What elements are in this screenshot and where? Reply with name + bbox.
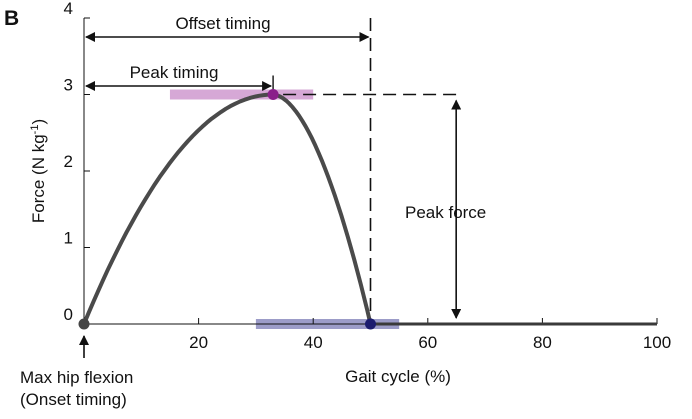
x-tick-label-60: 60 [418,333,437,352]
x-tick-label-80: 80 [533,333,552,352]
x-tick-label-20: 20 [189,333,208,352]
peak-timing-range [169,89,314,100]
y-axis-title: Force (N kg-1) [29,119,48,223]
y-axis-title-main: Force (N kg [29,134,48,223]
offset-timing-label: Offset timing [175,14,270,33]
y-tick-label-0: 0 [64,305,73,324]
offset-point [365,318,376,330]
y-axis-title-sup: -1 [29,125,41,135]
force-curve [82,92,373,325]
y-tick-label-3: 3 [64,76,73,95]
y-tick-label-1: 1 [64,229,73,248]
onset-label-line2: (Onset timing) [20,390,127,409]
x-axis-title: Gait cycle (%) [345,367,451,386]
x-tick-label-40: 40 [304,333,323,352]
onset-label-line1: Max hip flexion [20,368,133,387]
y-tick-label-2: 2 [64,152,73,171]
y-axis-title-close: ) [29,119,48,125]
x-tick-label-100: 100 [643,333,671,352]
peak-timing-label: Peak timing [130,63,219,82]
panel-label: B [4,7,19,30]
y-tick-label-4: 4 [64,0,73,18]
key-points [78,89,376,330]
peak-force-label: Peak force [405,203,486,222]
onset-point [78,318,90,330]
peak-point [267,89,279,100]
axis-ticks: 0 1 2 3 4 20 40 60 80 100 [64,0,672,352]
